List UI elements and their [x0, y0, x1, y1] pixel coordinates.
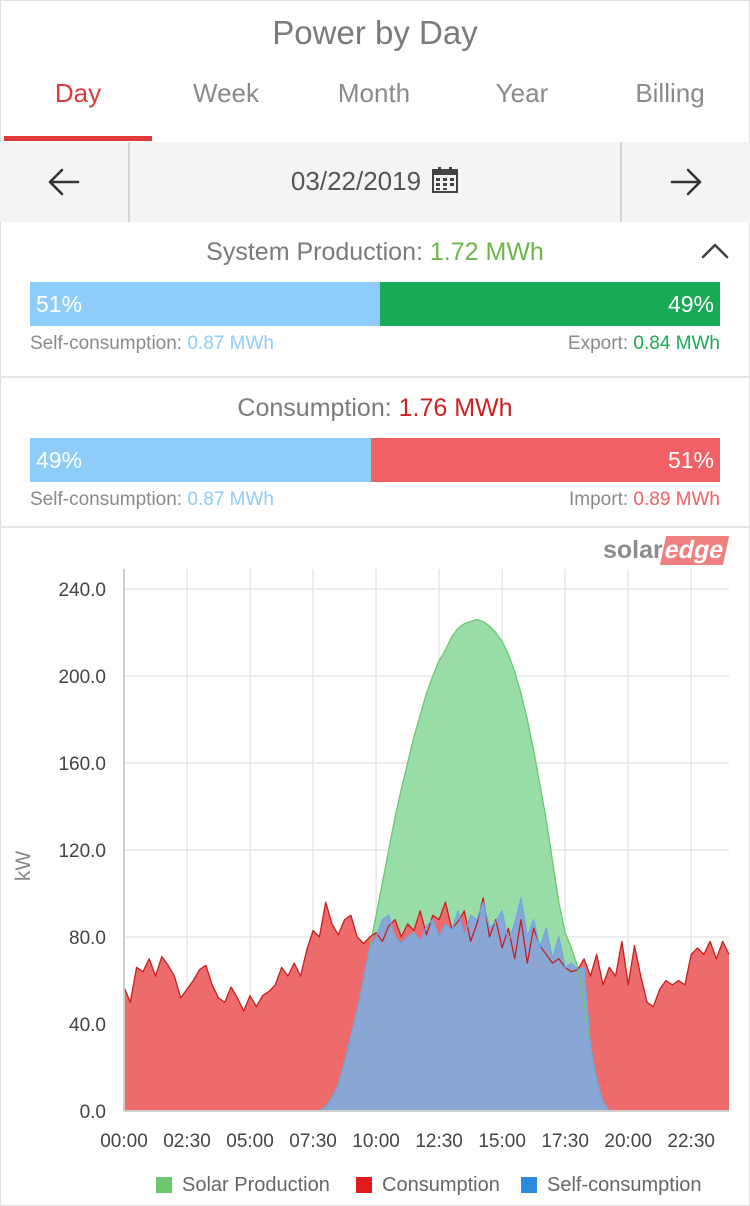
- legend-label: Self-consumption: [547, 1174, 702, 1196]
- consumption-self-segment: 49%: [30, 438, 371, 482]
- legend-swatch: [521, 1177, 537, 1193]
- page-title: Power by Day: [272, 14, 478, 51]
- x-tick-label: 17:30: [541, 1131, 589, 1152]
- production-export-percent: 49%: [667, 291, 714, 317]
- consumption-summary: Consumption: 1.76 MWh: [0, 394, 750, 423]
- x-tick-label: 12:30: [415, 1131, 463, 1152]
- y-tick-label: 80.0: [69, 928, 106, 949]
- self-consumption-area: [124, 897, 729, 1111]
- period-tabs: Day Week Month Year Billing: [0, 78, 750, 142]
- x-tick-label: 00:00: [100, 1131, 148, 1152]
- tab-month[interactable]: Month: [337, 78, 411, 108]
- consumption-value: 1.76 MWh: [398, 394, 513, 422]
- consumption-label: Consumption:: [237, 394, 392, 422]
- date-navigator: 03/22/2019: [0, 142, 750, 222]
- production-label: System Production:: [206, 238, 423, 266]
- nav-divider-left: [128, 142, 130, 222]
- tab-week[interactable]: Week: [193, 78, 259, 108]
- export-label: Export:: [567, 333, 629, 354]
- arrow-right-icon[interactable]: [668, 164, 704, 200]
- production-value: 1.72 MWh: [429, 238, 544, 266]
- production-self-percent: 51%: [36, 291, 83, 317]
- solaredge-logo: solaredge: [603, 536, 730, 565]
- y-tick-label: 40.0: [69, 1015, 106, 1036]
- y-tick-label: 0.0: [80, 1102, 106, 1123]
- calendar-icon[interactable]: [431, 166, 459, 194]
- arrow-left-icon[interactable]: [46, 164, 82, 200]
- chevron-up-icon[interactable]: [700, 240, 730, 260]
- x-tick-label: 02:30: [163, 1131, 211, 1152]
- y-tick-label: 160.0: [58, 754, 106, 775]
- x-tick-label: 20:00: [604, 1131, 652, 1152]
- nav-divider-right: [620, 142, 622, 222]
- y-axis-label: kW: [12, 851, 35, 882]
- active-tab-indicator: [4, 136, 152, 141]
- consumption-self-label: Self-consumption:: [30, 489, 183, 510]
- x-tick-label: 22:30: [667, 1131, 715, 1152]
- y-tick-label: 200.0: [58, 667, 106, 688]
- consumption-self-percent: 49%: [36, 447, 83, 473]
- production-details: Self-consumption: 0.87 MWh Export: 0.84 …: [30, 333, 720, 355]
- consumption-import-segment: 51%: [371, 438, 720, 482]
- consumption-line: [123, 897, 730, 1012]
- section-divider: [0, 376, 750, 378]
- export-value: 0.84 MWh: [633, 333, 720, 354]
- production-summary: System Production: 1.72 MWh: [0, 238, 750, 267]
- y-tick-label: 120.0: [58, 841, 106, 862]
- date-picker[interactable]: 03/22/2019: [130, 166, 620, 197]
- production-split-bar: 51% 49%: [30, 282, 720, 326]
- legend-label: Solar Production: [182, 1174, 330, 1196]
- consumption-split-bar: 49% 51%: [30, 438, 720, 482]
- tab-year[interactable]: Year: [495, 78, 549, 108]
- legend-consumption[interactable]: Consumption: [356, 1172, 500, 1198]
- production-export-segment: 49%: [380, 282, 720, 326]
- legend-solar-production[interactable]: Solar Production: [156, 1172, 330, 1198]
- tab-billing[interactable]: Billing: [635, 78, 705, 108]
- import-label: Import:: [569, 489, 629, 510]
- y-tick-label: 240.0: [58, 580, 106, 601]
- consumption-details: Self-consumption: 0.87 MWh Import: 0.89 …: [30, 489, 720, 511]
- import-value: 0.89 MWh: [633, 489, 720, 510]
- legend-swatch: [156, 1177, 172, 1193]
- x-tick-label: 07:30: [289, 1131, 337, 1152]
- legend-self-consumption[interactable]: Self-consumption: [521, 1172, 702, 1198]
- x-tick-label: 10:00: [352, 1131, 400, 1152]
- production-self-label: Self-consumption:: [30, 333, 183, 354]
- legend-label: Consumption: [382, 1174, 500, 1196]
- legend-swatch: [356, 1177, 372, 1193]
- production-self-segment: 51%: [30, 282, 380, 326]
- section-divider: [0, 526, 750, 528]
- consumption-import-percent: 51%: [667, 447, 714, 473]
- x-tick-label: 15:00: [478, 1131, 526, 1152]
- selected-date: 03/22/2019: [290, 166, 422, 196]
- x-tick-label: 05:00: [226, 1131, 274, 1152]
- production-self-value: 0.87 MWh: [187, 333, 274, 354]
- consumption-self-value: 0.87 MWh: [187, 489, 274, 510]
- power-chart: 0.0 40.0 80.0 120.0 160.0 200.0 240.0 00:00 02:3…: [12, 569, 730, 1152]
- tab-day[interactable]: Day: [54, 78, 102, 108]
